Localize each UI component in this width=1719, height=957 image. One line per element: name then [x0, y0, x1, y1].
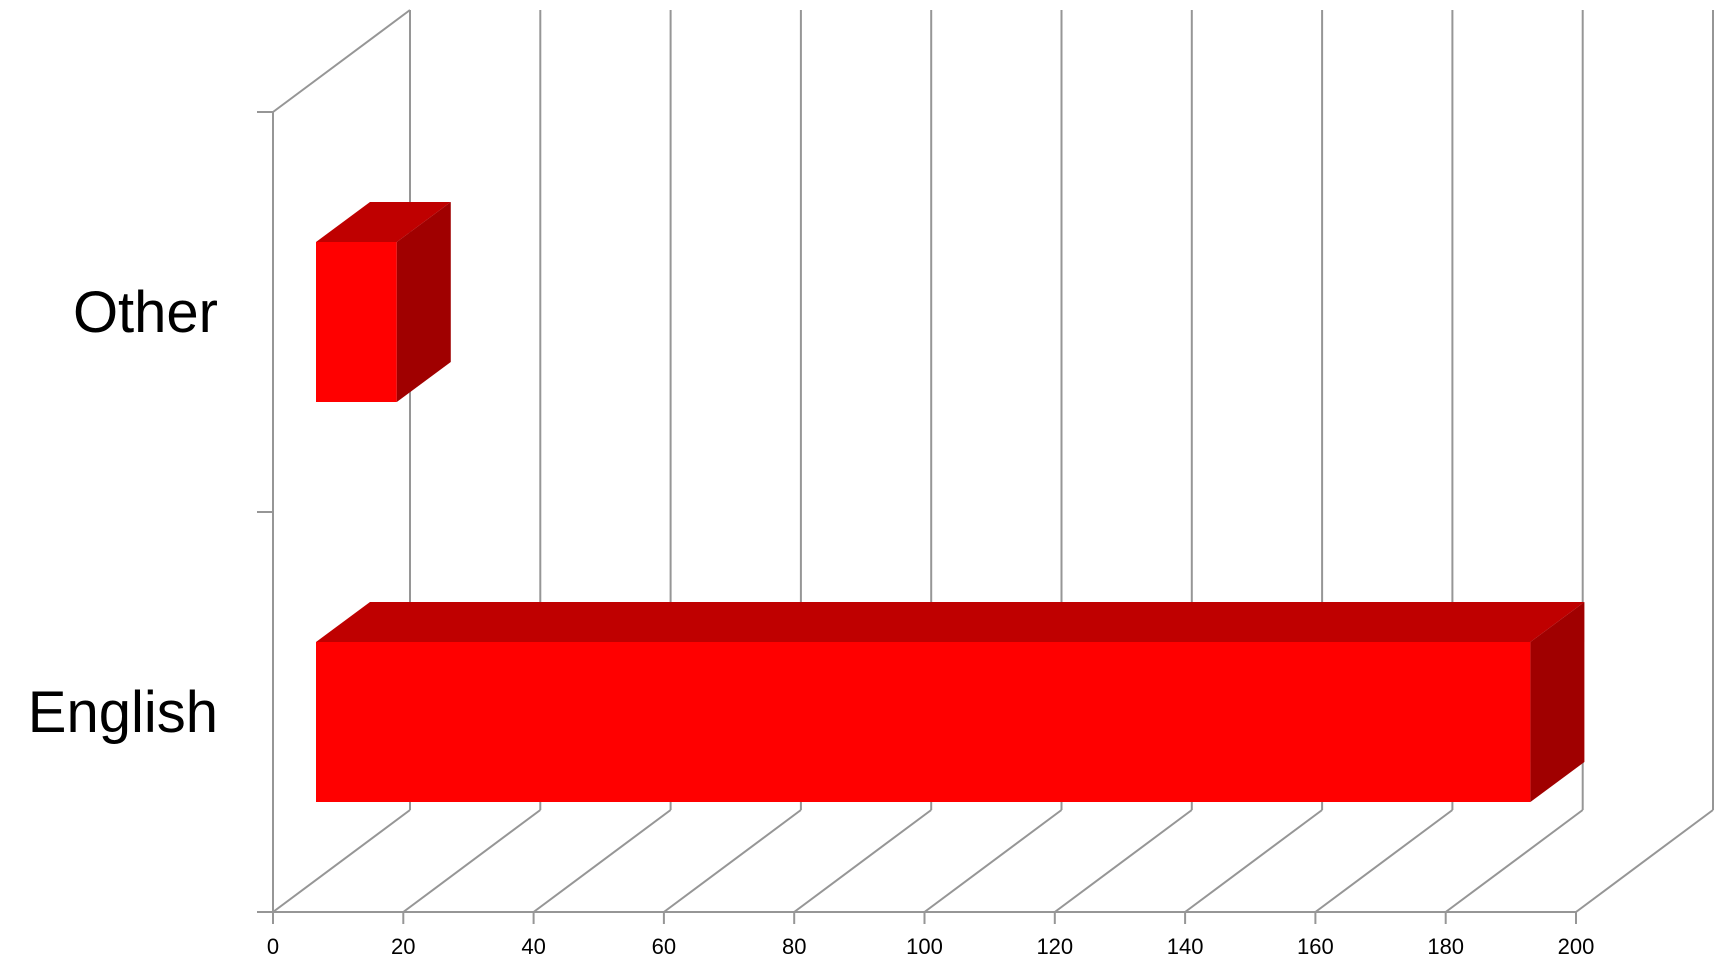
x-tick-label: 200 — [1558, 934, 1595, 957]
x-tick-label: 120 — [1036, 934, 1073, 957]
floor-gridline — [533, 809, 672, 913]
x-tick-label: 100 — [906, 934, 943, 957]
x-tick-label: 80 — [782, 934, 806, 957]
x-tick-label: 40 — [521, 934, 545, 957]
bar-english — [316, 602, 1585, 802]
floor-gridline — [1054, 809, 1193, 913]
floor-gridline — [923, 809, 1063, 913]
floor-gridline — [1575, 809, 1714, 913]
category-label-other: Other — [73, 280, 218, 345]
floor-gridline — [793, 809, 932, 913]
x-tick-label: 140 — [1167, 934, 1204, 957]
x-tick-label: 160 — [1297, 934, 1334, 957]
floor-gridline — [1445, 809, 1584, 913]
x-tick-label: 0 — [267, 934, 279, 957]
bar-front-face — [316, 242, 397, 402]
category-label-english: English — [28, 680, 218, 745]
bar-top-face — [316, 202, 451, 242]
x-tick-label: 180 — [1427, 934, 1464, 957]
wall-top-edge — [272, 9, 411, 113]
bar-side-face — [396, 202, 451, 402]
x-tick-label: 20 — [391, 934, 415, 957]
bar-front-face — [316, 642, 1531, 802]
x-axis-ticks: 0 20 40 60 80 100 120 140 160 180 200 — [267, 912, 1594, 957]
category-labels: Other English — [28, 280, 218, 745]
bar-other — [316, 202, 451, 402]
x-tick-label: 60 — [652, 934, 676, 957]
floor-gridline — [272, 809, 411, 913]
floor-gridline — [663, 809, 802, 913]
floor-gridline — [1314, 809, 1453, 913]
floor-gridline — [1184, 809, 1323, 913]
bar-top-face — [316, 602, 1585, 642]
floor-gridline — [402, 809, 541, 913]
bars — [316, 202, 1585, 802]
bar-side-face — [1530, 602, 1585, 802]
